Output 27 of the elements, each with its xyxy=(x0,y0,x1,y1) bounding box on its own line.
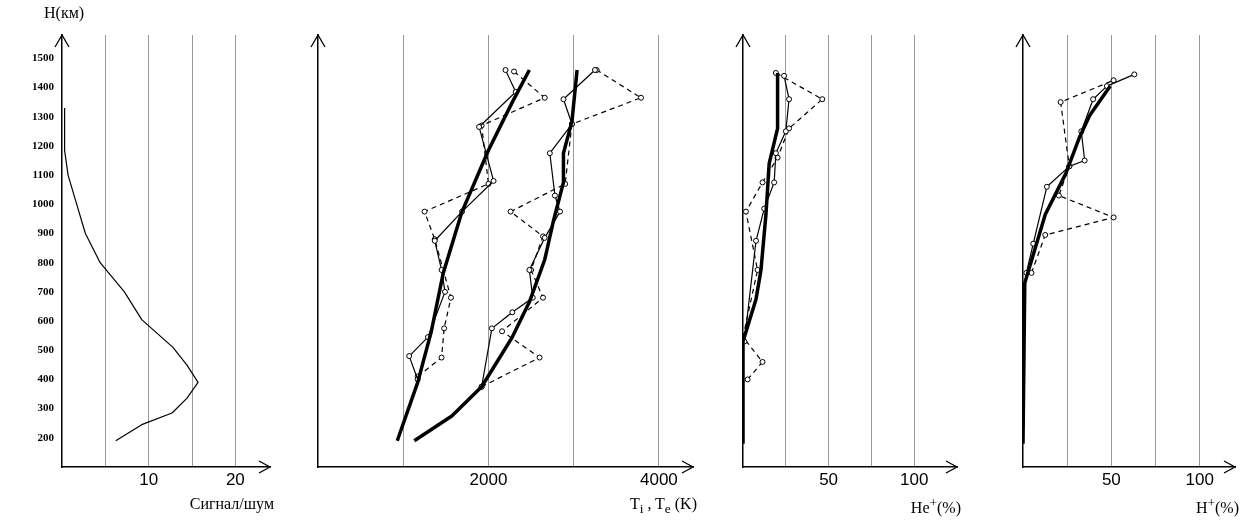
y-tick-label: 500 xyxy=(37,343,55,356)
x-axis-title: He$^{+}$(%) xyxy=(910,495,961,518)
y-tick-label: 1300 xyxy=(32,109,55,122)
y-tick-label: 600 xyxy=(37,313,55,326)
y-tick-label: 700 xyxy=(37,284,55,297)
y-tick-label: 1200 xyxy=(32,138,55,151)
y-tick-label: 200 xyxy=(37,430,55,443)
x-tick-label: 4000 xyxy=(639,469,678,489)
y-tick-label: 800 xyxy=(37,255,55,268)
x-tick-label: 50 xyxy=(1101,469,1121,489)
y-axis-title: H(км) xyxy=(44,4,85,22)
y-tick-label: 400 xyxy=(37,372,55,385)
x-tick-label: 20 xyxy=(225,469,245,489)
y-tick-label: 300 xyxy=(37,401,55,414)
x-axis-title: T$_{i}$ , T$_{e}$ (K) xyxy=(629,495,697,518)
x-tick-label: 2000 xyxy=(469,469,508,489)
x-axis-title: Сигнал/шум xyxy=(189,495,274,513)
y-tick-label: 1000 xyxy=(32,197,55,210)
y-tick-label: 1500 xyxy=(32,51,55,64)
x-axis-title: H$^{+}$(%) xyxy=(1195,495,1239,518)
x-tick-label: 50 xyxy=(819,469,839,489)
x-tick-label: 100 xyxy=(900,469,929,489)
x-tick-label: 100 xyxy=(1185,469,1214,489)
y-tick-label: 900 xyxy=(37,226,55,239)
y-tick-label: 1400 xyxy=(32,80,55,93)
x-tick-label: 10 xyxy=(139,469,159,489)
y-tick-label: 1100 xyxy=(32,167,55,180)
